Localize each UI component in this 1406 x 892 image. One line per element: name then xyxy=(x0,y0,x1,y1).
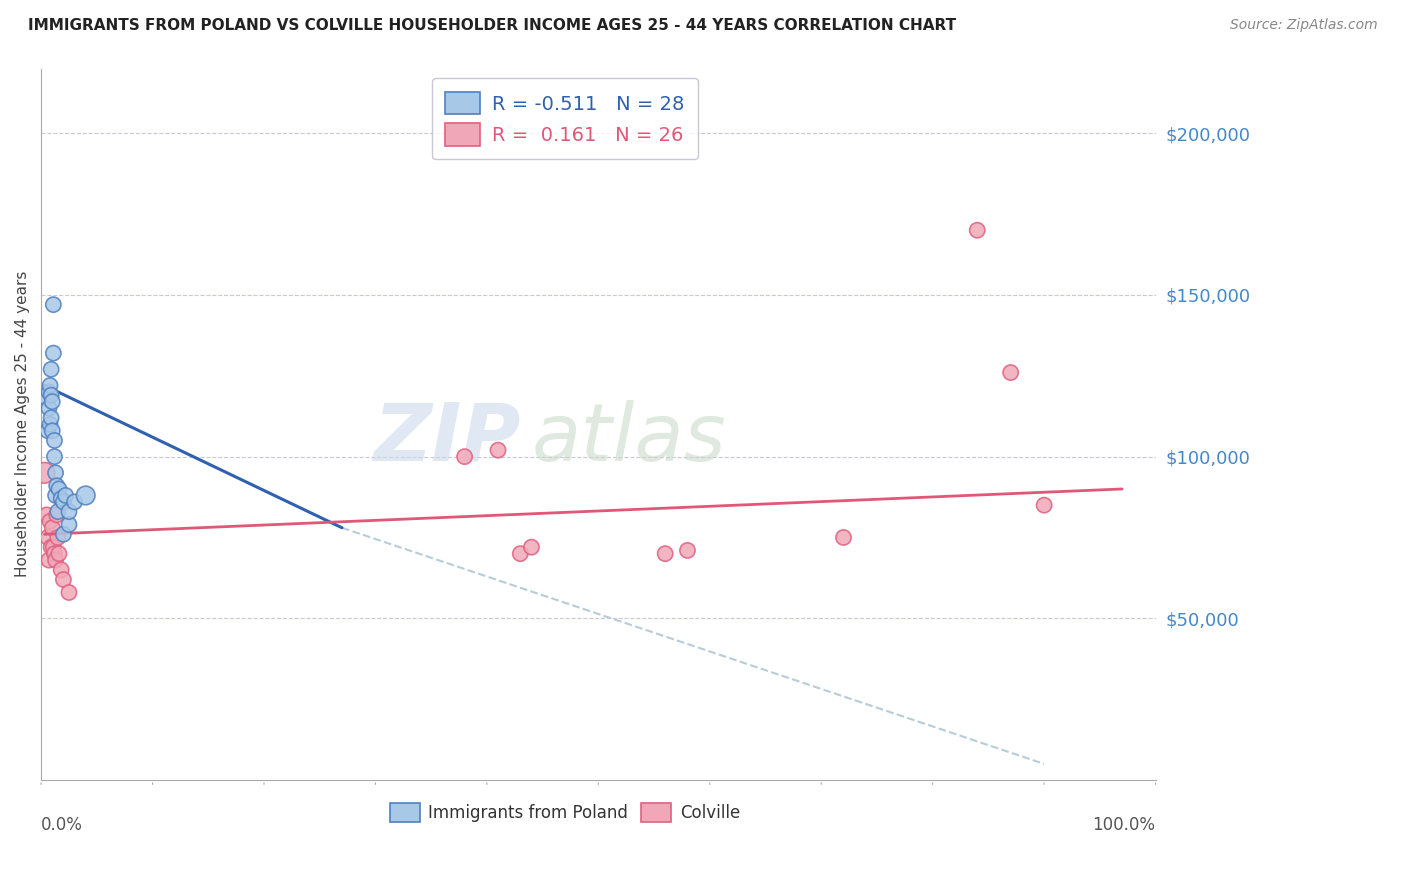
Point xyxy=(676,543,699,558)
Point xyxy=(45,508,67,522)
Point xyxy=(38,384,60,399)
Text: ZIP: ZIP xyxy=(373,400,520,477)
Point xyxy=(44,450,66,464)
Point xyxy=(44,547,66,561)
Point xyxy=(486,443,509,458)
Point xyxy=(46,505,69,519)
Point xyxy=(509,547,531,561)
Point xyxy=(52,495,75,509)
Point xyxy=(1033,498,1056,512)
Point xyxy=(832,531,855,545)
Point xyxy=(58,505,80,519)
Point xyxy=(38,553,60,567)
Text: atlas: atlas xyxy=(531,400,727,477)
Point xyxy=(42,346,65,360)
Point xyxy=(37,531,59,545)
Point xyxy=(55,488,77,502)
Point xyxy=(48,547,70,561)
Point xyxy=(41,424,63,438)
Point xyxy=(1000,366,1022,380)
Point xyxy=(39,378,62,392)
Point xyxy=(45,553,67,567)
Point xyxy=(41,394,63,409)
Legend: Immigrants from Poland, Colville: Immigrants from Poland, Colville xyxy=(384,796,747,829)
Point xyxy=(34,466,56,480)
Text: 0.0%: 0.0% xyxy=(41,815,83,834)
Point xyxy=(41,521,63,535)
Point xyxy=(39,410,62,425)
Point xyxy=(39,388,62,402)
Point xyxy=(453,450,475,464)
Point xyxy=(52,527,75,541)
Point xyxy=(35,392,58,406)
Point xyxy=(51,563,73,577)
Point xyxy=(48,482,70,496)
Point xyxy=(45,479,67,493)
Point xyxy=(63,495,86,509)
Point xyxy=(39,417,62,432)
Point xyxy=(35,508,58,522)
Point xyxy=(51,491,73,506)
Point xyxy=(45,488,67,502)
Point xyxy=(45,466,67,480)
Point xyxy=(52,573,75,587)
Point xyxy=(37,424,59,438)
Point xyxy=(39,362,62,376)
Y-axis label: Householder Income Ages 25 - 44 years: Householder Income Ages 25 - 44 years xyxy=(15,271,30,577)
Point xyxy=(520,540,543,554)
Point xyxy=(654,547,676,561)
Point xyxy=(42,298,65,312)
Point xyxy=(75,488,97,502)
Text: IMMIGRANTS FROM POLAND VS COLVILLE HOUSEHOLDER INCOME AGES 25 - 44 YEARS CORRELA: IMMIGRANTS FROM POLAND VS COLVILLE HOUSE… xyxy=(28,18,956,33)
Point xyxy=(38,401,60,416)
Point xyxy=(58,517,80,532)
Text: Source: ZipAtlas.com: Source: ZipAtlas.com xyxy=(1230,18,1378,32)
Point xyxy=(39,540,62,554)
Text: 100.0%: 100.0% xyxy=(1092,815,1156,834)
Point xyxy=(966,223,988,237)
Point xyxy=(42,540,65,554)
Point xyxy=(44,434,66,448)
Point xyxy=(58,585,80,599)
Point xyxy=(39,514,62,528)
Point xyxy=(46,531,69,545)
